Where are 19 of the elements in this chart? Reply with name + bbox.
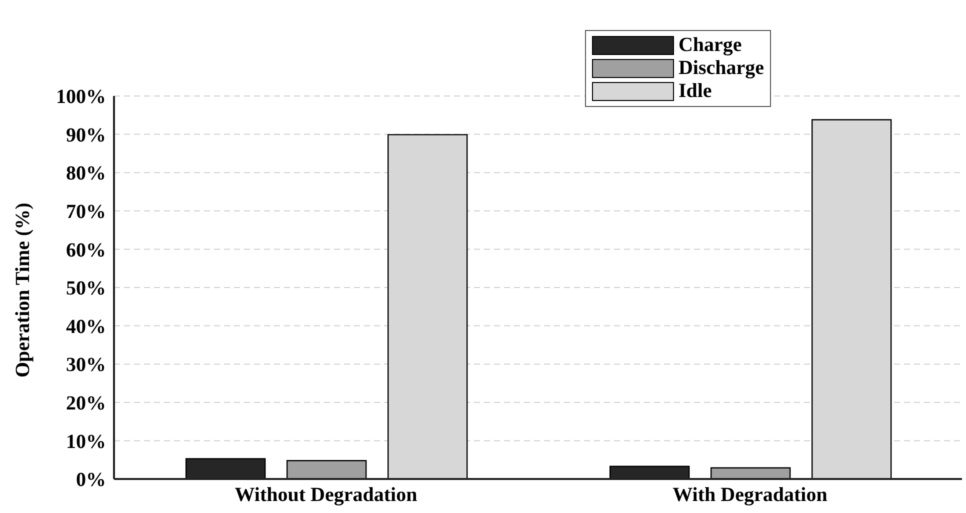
legend-label: Idle — [678, 80, 712, 103]
y-tick-label: 60% — [66, 239, 106, 262]
y-axis-title: Operation Time (%) — [12, 202, 34, 378]
y-tick-label: 20% — [66, 392, 106, 414]
y-tick-label: 90% — [66, 124, 106, 146]
legend-label: Discharge — [678, 57, 764, 80]
y-tick-label: 40% — [66, 316, 106, 338]
legend-label: Charge — [678, 34, 742, 57]
y-tick-label: 100% — [56, 86, 106, 108]
bar — [286, 460, 367, 479]
bar — [710, 467, 791, 479]
y-tick-label: 70% — [66, 201, 106, 223]
y-tick-label: 30% — [66, 354, 106, 376]
y-tick-label: 10% — [66, 430, 106, 453]
y-tick-label: 80% — [66, 162, 106, 185]
y-tick-label: 50% — [66, 278, 106, 300]
y-tick-label: 0% — [76, 469, 106, 492]
x-tick-label: Without Degradation — [234, 484, 418, 506]
x-tick-label: With Degradation — [672, 484, 828, 506]
